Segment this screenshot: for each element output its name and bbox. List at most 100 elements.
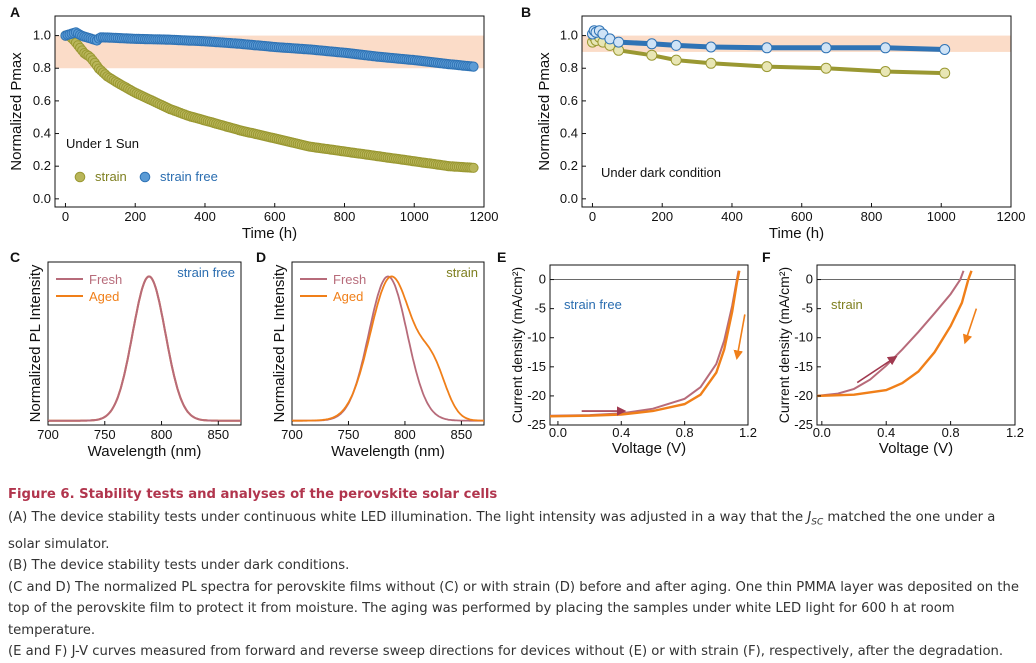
y-tick-label-a: 0.6: [33, 93, 51, 108]
y-tick-label-e: -5: [534, 301, 546, 316]
y-tick-label-f: -15: [794, 359, 813, 374]
pl-curve-fresh-d: [292, 275, 484, 422]
x-tick-label-f: 0.4: [877, 425, 895, 440]
legend-label-d-0: Fresh: [333, 272, 366, 287]
plot-frame-f: [816, 264, 1016, 426]
caption-title: Figure 6. Stability tests and analyses o…: [8, 487, 498, 502]
plot-frame-c: [47, 261, 242, 426]
figure: A 0 200 400 600 800 1000 1200 0.0 0.2 0.4 0.6 0.8 1.0…: [8, 4, 1026, 460]
panel-letter-e: E: [497, 249, 506, 265]
annotation-d: strain: [446, 265, 478, 280]
data-point-b: [761, 42, 773, 54]
y-tick-label-f: -25: [794, 417, 813, 432]
plot-frame-b: [581, 15, 1012, 208]
x-tick-label-d: 850: [451, 427, 473, 442]
pl-curve-aged-d: [292, 275, 484, 422]
caption-a: (A) The device stability tests under con…: [8, 507, 1028, 556]
x-tick-label-c: 800: [151, 427, 173, 442]
y-tick-label-a: 0.4: [33, 126, 51, 141]
y-tick-label-b: 1.0: [560, 28, 578, 43]
y-axis-label-f: Current density (mA/cm²): [776, 267, 792, 423]
y-tick-label-a: 0.2: [33, 158, 51, 173]
legend-label-d-1: Aged: [333, 289, 363, 304]
caption-ef: (E and F) J-V curves measured from forwa…: [8, 644, 1004, 660]
legend-label-c-1: Aged: [89, 289, 119, 304]
y-tick-label-f: 0: [806, 272, 813, 287]
x-tick-label-c: 750: [94, 427, 116, 442]
x-tick-label-c: 700: [37, 427, 59, 442]
x-tick-label-d: 800: [394, 427, 416, 442]
caption-a-post: matched the one under a solar simulator.: [8, 509, 996, 552]
jv-curve-forward-f: [816, 270, 965, 397]
data-point-a: [468, 162, 479, 173]
y-tick-label-b: 0.8: [560, 60, 578, 75]
caption-a-j: J: [807, 509, 812, 525]
caption-cd: (C and D) The normalized PL spectra for …: [8, 579, 1019, 638]
pl-curve-aged-c: [48, 275, 241, 422]
series-line-strain-b: [618, 48, 945, 76]
data-point-b: [613, 36, 625, 48]
panel-letter-d: D: [256, 249, 266, 265]
caption-b: (B) The device stability tests under dar…: [8, 558, 350, 574]
y-tick-label-a: 1.0: [33, 28, 51, 43]
legend-label-a-0: strain: [95, 169, 127, 184]
annotation-e: strain free: [564, 297, 622, 312]
y-tick-label-b: 0.6: [560, 93, 578, 108]
figure-caption: Figure 6. Stability tests and analyses o…: [8, 484, 1028, 663]
x-axis-label-d: Wavelength (nm): [331, 443, 445, 460]
x-tick-label-b: 0: [589, 209, 596, 224]
x-tick-label-a: 200: [124, 209, 146, 224]
x-tick-label-e: 0.0: [549, 425, 567, 440]
annotation-under-1-sun: Under 1 Sun: [66, 136, 139, 151]
x-tick-label-e: 0.4: [612, 425, 630, 440]
data-point-b: [879, 42, 891, 54]
y-axis-label-e: Current density (mA/cm²): [509, 267, 525, 423]
y-tick-label-b: 0.4: [560, 126, 578, 141]
x-tick-label-b: 1200: [997, 209, 1026, 224]
plot-frame-d: [291, 261, 485, 426]
x-tick-label-d: 750: [338, 427, 360, 442]
y-tick-label-e: -15: [527, 359, 546, 374]
panel-letter-f: F: [762, 249, 771, 265]
sweep-arrow-f-1: [962, 308, 978, 345]
y-tick-label-a: 0.0: [33, 191, 51, 206]
y-tick-label-f: -5: [801, 301, 813, 316]
x-tick-label-e: 1.2: [739, 425, 757, 440]
jv-curve-reverse-f: [816, 270, 973, 398]
x-tick-label-e: 0.8: [676, 425, 694, 440]
series-strain-a: [60, 30, 479, 173]
x-tick-label-a: 800: [334, 209, 356, 224]
annotation-c: strain free: [177, 265, 235, 280]
x-tick-label-b: 200: [651, 209, 673, 224]
plot-frame-e: [549, 264, 749, 426]
caption-a-sub: SC: [811, 517, 824, 528]
data-point-b: [646, 49, 658, 61]
x-axis-label-a: Time (h): [242, 225, 297, 242]
panel-letter-a: A: [10, 4, 20, 20]
annotation-under-dark: Under dark condition: [601, 165, 721, 180]
x-tick-label-f: 1.2: [1006, 425, 1024, 440]
y-axis-label-a: Normalized Pmax: [8, 52, 25, 171]
y-tick-label-e: -10: [527, 330, 546, 345]
y-tick-label-f: -10: [794, 330, 813, 345]
jv-curve-reverse-e: [549, 270, 741, 418]
panel-letter-b: B: [521, 4, 531, 20]
data-point-b: [646, 38, 658, 50]
legend-marker-a-0: [74, 171, 86, 183]
legend-label-a-1: strain free: [160, 169, 218, 184]
y-axis-label-b: Normalized Pmax: [536, 52, 553, 171]
annotation-f: strain: [831, 297, 863, 312]
panel-letter-c: C: [10, 249, 20, 265]
plot-frame-a: [54, 15, 485, 208]
y-tick-label-e: -25: [527, 417, 546, 432]
y-tick-label-b: 0.2: [560, 158, 578, 173]
y-tick-label-a: 0.8: [33, 60, 51, 75]
data-point-b: [705, 41, 717, 53]
x-tick-label-d: 700: [281, 427, 303, 442]
data-point-b: [761, 61, 773, 73]
x-tick-label-b: 800: [861, 209, 883, 224]
series-strain-free-a: [60, 27, 479, 72]
sweep-arrow-e-1: [733, 314, 746, 360]
data-point-b: [820, 62, 832, 74]
legend-marker-a-1: [139, 171, 151, 183]
